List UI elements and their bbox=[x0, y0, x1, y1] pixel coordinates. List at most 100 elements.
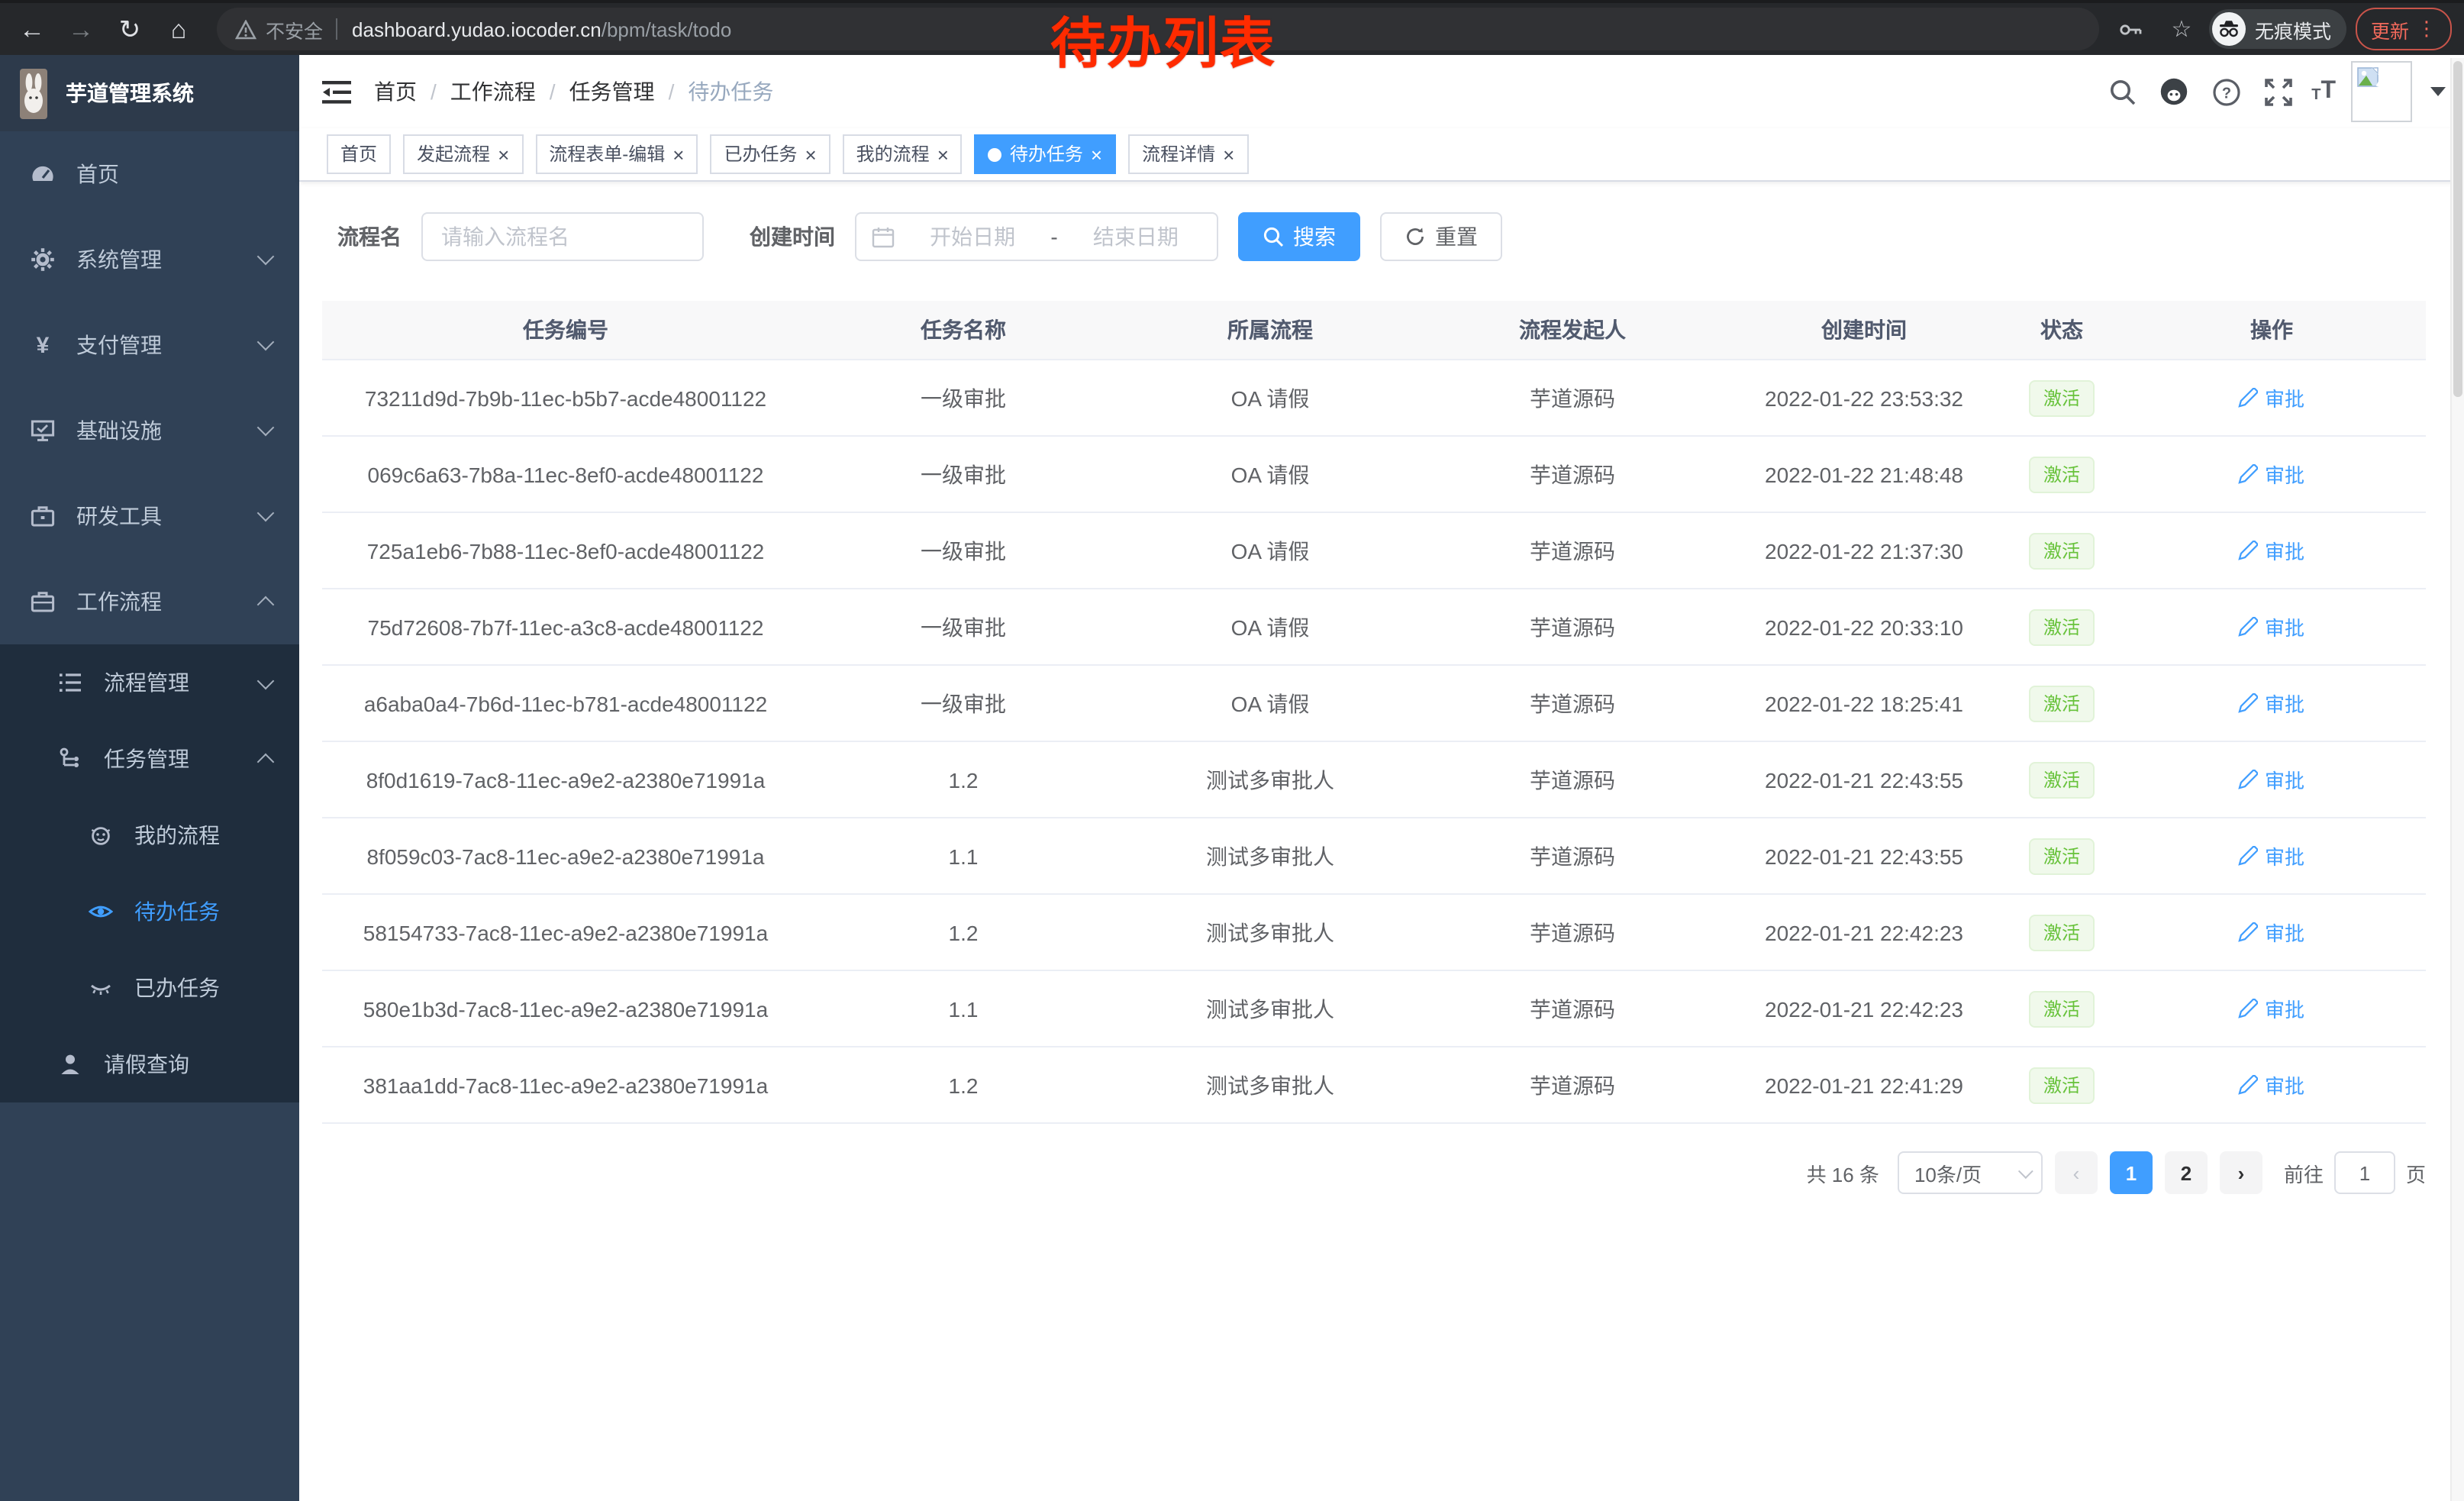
tags-view: 首页 发起流程 × 流程表单-编辑 × 已办任务 × 我的流程 × 待办任务 × 流程详情… bbox=[299, 128, 2464, 182]
approve-link[interactable]: 审批 bbox=[2239, 918, 2304, 947]
sidebar-item-my-process[interactable]: 我的流程 bbox=[0, 797, 299, 873]
page-button-1[interactable]: 1 bbox=[2109, 1151, 2153, 1194]
fullscreen-icon[interactable] bbox=[2259, 73, 2296, 110]
breadcrumb-workflow[interactable]: 工作流程 bbox=[450, 79, 536, 104]
table-row[interactable]: 381aa1dd-7ac8-11ec-a9e2-a2380e71991a 1.2… bbox=[322, 1047, 2426, 1124]
sidebar-item-task-management[interactable]: 任务管理 bbox=[0, 721, 299, 797]
initiator-cell: 芋道源码 bbox=[1530, 1073, 1615, 1097]
avatar-caret-icon[interactable] bbox=[2430, 87, 2446, 96]
search-icon[interactable] bbox=[2104, 73, 2140, 110]
tab-todo-tasks[interactable]: 待办任务 × bbox=[974, 134, 1117, 174]
breadcrumb-task-management[interactable]: 任务管理 bbox=[569, 79, 655, 104]
approve-link[interactable]: 审批 bbox=[2239, 689, 2304, 718]
created-time-cell: 2022-01-21 22:41:29 bbox=[1765, 1073, 1963, 1097]
table-row[interactable]: 580e1b3d-7ac8-11ec-a9e2-a2380e71991a 1.1… bbox=[322, 970, 2426, 1047]
browser-menu-icon[interactable]: ⋮ bbox=[2417, 17, 2437, 40]
table-row[interactable]: 725a1eb6-7b88-11ec-8ef0-acde48001122 一级审… bbox=[322, 512, 2426, 589]
close-icon[interactable]: × bbox=[498, 143, 510, 166]
sidebar-item-system[interactable]: 系统管理 bbox=[0, 217, 299, 302]
sidebar-item-home[interactable]: 首页 bbox=[0, 131, 299, 217]
initiator-cell: 芋道源码 bbox=[1530, 920, 1615, 944]
table-row[interactable]: 069c6a63-7b8a-11ec-8ef0-acde48001122 一级审… bbox=[322, 436, 2426, 513]
sidebar-collapse-button[interactable] bbox=[299, 79, 374, 105]
prev-page-button[interactable]: ‹ bbox=[2054, 1151, 2098, 1194]
app-logo[interactable]: 芋道管理系统 bbox=[0, 55, 299, 131]
next-page-button[interactable]: › bbox=[2219, 1151, 2262, 1194]
page-size-select[interactable]: 10条/页 bbox=[1897, 1151, 2043, 1194]
create-time-label: 创建时间 bbox=[750, 224, 835, 249]
process-cell: OA 请假 bbox=[1230, 462, 1310, 486]
approve-link[interactable]: 审批 bbox=[2239, 1070, 2304, 1099]
search-button[interactable]: 搜索 bbox=[1238, 212, 1360, 261]
sidebar-item-leave-query[interactable]: 请假查询 bbox=[0, 1026, 299, 1102]
sidebar-item-todo-tasks[interactable]: 待办任务 bbox=[0, 873, 299, 950]
page-button-2[interactable]: 2 bbox=[2164, 1151, 2208, 1194]
tab-start-process[interactable]: 发起流程 × bbox=[403, 134, 524, 174]
close-icon[interactable]: × bbox=[805, 143, 817, 166]
key-icon[interactable] bbox=[2117, 16, 2154, 42]
sidebar-item-devtools[interactable]: 研发工具 bbox=[0, 473, 299, 559]
approve-link[interactable]: 审批 bbox=[2239, 383, 2304, 412]
tab-done-tasks[interactable]: 已办任务 × bbox=[710, 134, 830, 174]
close-icon[interactable]: × bbox=[937, 143, 949, 166]
avatar[interactable] bbox=[2351, 61, 2412, 122]
sidebar-item-done-tasks[interactable]: 已办任务 bbox=[0, 950, 299, 1026]
browser-home-button[interactable]: ⌂ bbox=[159, 9, 198, 49]
process-cell: 测试多审批人 bbox=[1206, 767, 1334, 792]
chevron-up-icon bbox=[256, 753, 275, 771]
created-time-cell: 2022-01-21 22:43:55 bbox=[1765, 767, 1963, 792]
tab-home[interactable]: 首页 bbox=[327, 134, 392, 174]
initiator-cell: 芋道源码 bbox=[1530, 691, 1615, 715]
status-badge: 激活 bbox=[2029, 456, 2094, 492]
process-cell: 测试多审批人 bbox=[1206, 1073, 1334, 1097]
table-row[interactable]: 75d72608-7b7f-11ec-a3c8-acde48001122 一级审… bbox=[322, 589, 2426, 666]
col-created: 创建时间 bbox=[1722, 301, 2006, 360]
bookmark-star-icon[interactable]: ☆ bbox=[2171, 17, 2192, 43]
approve-link[interactable]: 审批 bbox=[2239, 460, 2304, 489]
approve-link[interactable]: 审批 bbox=[2239, 841, 2304, 870]
reset-button[interactable]: 重置 bbox=[1380, 212, 1502, 261]
close-icon[interactable]: × bbox=[672, 143, 685, 166]
table-row[interactable]: 73211d9d-7b9b-11ec-b5b7-acde48001122 一级审… bbox=[322, 360, 2426, 437]
date-range-picker[interactable]: 开始日期 - 结束日期 bbox=[855, 212, 1218, 261]
browser-back-button[interactable]: ← bbox=[19, 15, 45, 44]
process-cell: 测试多审批人 bbox=[1206, 996, 1334, 1021]
close-icon[interactable]: × bbox=[1090, 143, 1103, 166]
breadcrumb-home[interactable]: 首页 bbox=[374, 79, 417, 104]
close-icon[interactable]: × bbox=[1223, 143, 1235, 166]
process-list-icon bbox=[58, 670, 82, 695]
sidebar-item-payment[interactable]: ¥ 支付管理 bbox=[0, 302, 299, 388]
sidebar-item-process-management[interactable]: 流程管理 bbox=[0, 644, 299, 721]
tab-process-form-edit[interactable]: 流程表单-编辑 × bbox=[535, 134, 698, 174]
process-name-label: 流程名 bbox=[337, 224, 402, 249]
sidebar-item-infrastructure[interactable]: 基础设施 bbox=[0, 388, 299, 473]
scrollbar-thumb[interactable] bbox=[2453, 61, 2462, 397]
tab-my-process[interactable]: 我的流程 × bbox=[842, 134, 963, 174]
approve-link[interactable]: 审批 bbox=[2239, 536, 2304, 565]
approve-link[interactable]: 审批 bbox=[2239, 765, 2304, 794]
warning-icon bbox=[235, 19, 256, 39]
browser-reload-button[interactable]: ↻ bbox=[118, 15, 141, 44]
chevron-down-icon bbox=[256, 504, 275, 522]
github-icon[interactable] bbox=[2156, 73, 2192, 110]
table-row[interactable]: a6aba0a4-7b6d-11ec-b781-acde48001122 一级审… bbox=[322, 665, 2426, 742]
tab-process-detail[interactable]: 流程详情 × bbox=[1128, 134, 1249, 174]
browser-forward-button[interactable]: → bbox=[68, 15, 94, 44]
edit-pencil-icon bbox=[2239, 388, 2259, 408]
col-actions: 操作 bbox=[2117, 301, 2426, 360]
process-name-input[interactable] bbox=[421, 212, 704, 261]
table-row[interactable]: 58154733-7ac8-11ec-a9e2-a2380e71991a 1.2… bbox=[322, 894, 2426, 971]
sidebar-item-workflow[interactable]: 工作流程 bbox=[0, 559, 299, 644]
approve-link[interactable]: 审批 bbox=[2239, 612, 2304, 641]
goto-page-input[interactable] bbox=[2333, 1151, 2395, 1194]
approve-link[interactable]: 审批 bbox=[2239, 994, 2304, 1023]
address-bar[interactable]: 不安全 dashboard.yudao.iocoder.cn /bpm/task… bbox=[217, 8, 2099, 50]
table-row[interactable]: 8f0d1619-7ac8-11ec-a9e2-a2380e71991a 1.2… bbox=[322, 741, 2426, 818]
browser-scrollbar[interactable] bbox=[2450, 58, 2464, 1501]
browser-update-button[interactable]: 更新 ⋮ bbox=[2355, 8, 2452, 50]
browser-toolbar: ← → ↻ ⌂ 不安全 dashboard.yudao.iocoder.cn /… bbox=[0, 0, 2464, 55]
table-row[interactable]: 8f059c03-7ac8-11ec-a9e2-a2380e71991a 1.1… bbox=[322, 818, 2426, 895]
edit-pencil-icon bbox=[2239, 999, 2259, 1018]
help-icon[interactable]: ? bbox=[2208, 73, 2244, 110]
